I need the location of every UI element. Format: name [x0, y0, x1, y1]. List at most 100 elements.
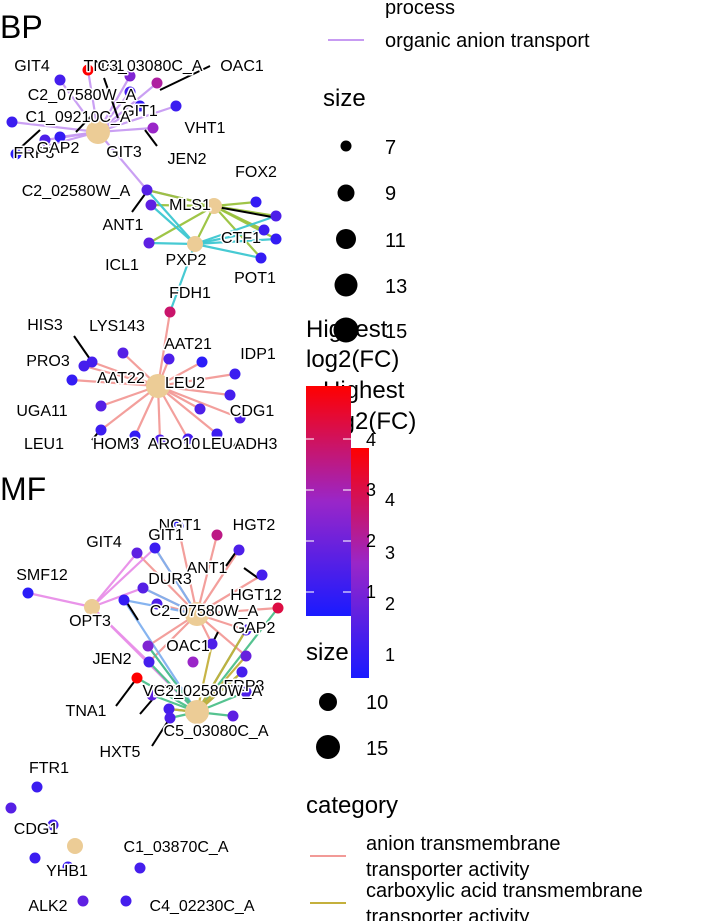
node-label: FRP3 [14, 145, 55, 162]
node-label: GIT1 [122, 103, 158, 120]
gene-node-leu1 [95, 424, 107, 436]
legend-fc-mf-tick-3: 3 [385, 543, 395, 563]
label-leader-line [103, 77, 119, 119]
node-label: CTF1 [221, 230, 261, 247]
gene-node-ctf1 [258, 224, 270, 236]
legend-fc-bp-tick-2: 2 [366, 531, 376, 551]
legend-size-dot-7 [340, 140, 352, 152]
edge-hubmf2-gap2 [196, 629, 247, 713]
edge-leu1-leu2 [100, 385, 159, 431]
edge-c2_02580w_a-pxp2 [146, 189, 196, 245]
legend-fc-bp-tick-1: 1 [366, 582, 376, 602]
node-label: OAC1 [220, 58, 264, 75]
node-label: LEU1 [24, 436, 64, 453]
legend-size-label-13: 13 [385, 276, 407, 298]
node-label: C2_07580W_A [150, 603, 259, 620]
legend-size-mf-dot-15 [316, 735, 340, 759]
legend-size-label-7: 7 [385, 137, 396, 159]
legend-size-title: size [323, 85, 366, 112]
edge-pxp2-fdh1 [168, 243, 197, 313]
node-label: JEN2 [167, 151, 206, 168]
legend-size-dot-11 [336, 229, 356, 249]
node-label: UGA11 [16, 403, 67, 420]
edge-vht1-hubbp1 [97, 104, 177, 134]
gene-node [187, 656, 199, 668]
gene-node-git1 [149, 542, 161, 554]
gene-node-pot1 [255, 252, 267, 264]
edge-opt3-dur3 [91, 586, 144, 609]
legend-fc-mf-tick-1: 1 [385, 645, 395, 665]
label-leader-line [216, 206, 273, 218]
legend-size-label-11: 11 [385, 230, 406, 252]
node-label: POT1 [234, 270, 276, 287]
legend-category-item-0-line2: transporter activity [366, 859, 529, 881]
legend-fc-mf-bar [351, 448, 369, 678]
edge-c2_02580w_a-hubbp1 [97, 131, 148, 191]
legend-size-label-15: 15 [385, 321, 407, 343]
gene-node [5, 802, 17, 814]
node-label: JEN2 [92, 651, 131, 668]
node-label: OAC1 [166, 638, 210, 655]
gene-node-tna1 [82, 64, 94, 76]
legend-size-mf-title: size [306, 639, 349, 666]
node-label: PXP2 [166, 252, 207, 269]
edge-hubmf2-n_mf_c [196, 655, 247, 713]
label-leader-line [17, 129, 41, 151]
gene-node [29, 852, 41, 864]
gene-node-ant1 [145, 199, 157, 211]
node-label: LYS143 [89, 318, 145, 335]
edge-hubmf2-hgt12 [196, 607, 279, 713]
legend-bp-category-item: organic anion transport [385, 30, 590, 52]
gene-node-git4 [131, 547, 143, 559]
edge-hgt2-hubmf1 [195, 534, 219, 615]
legend-size-label-9: 9 [385, 183, 396, 205]
label-leader-line [144, 129, 158, 147]
gene-node [206, 638, 218, 650]
gene-node [229, 368, 241, 380]
node-label: LEU4 [202, 436, 242, 453]
node-label: NGT1 [159, 517, 202, 534]
gene-node [270, 233, 282, 245]
gene-node-git4 [54, 74, 66, 86]
gene-node-frp3 [236, 666, 248, 678]
node-label: IDP1 [240, 346, 276, 363]
node-label: C2_07580W_A [28, 87, 137, 104]
panel-title-bp: BP [0, 9, 43, 45]
gene-node-c1_03870c_a [134, 862, 146, 874]
node-label: VHT1 [143, 683, 184, 700]
node-label: FOX2 [235, 164, 277, 181]
node-label: FRP3 [224, 678, 265, 695]
node-label: TNA1 [84, 58, 125, 75]
edge-c1_09210c_a-hubbp1 [11, 120, 99, 134]
gene-node-gap2 [240, 624, 252, 636]
gene-node-cdg1 [234, 412, 246, 424]
gene-node-vht1 [146, 689, 158, 701]
edge-c3_03080c_a-hubbp1 [97, 82, 158, 133]
node-label: YHB1 [46, 863, 88, 880]
gene-node-frp3 [10, 148, 22, 160]
edge-git4-opt3 [91, 552, 138, 608]
node-label: VHT1 [185, 120, 226, 137]
legend-category-item-0-line1: anion transmembrane [366, 833, 561, 855]
node-label: CDG1 [14, 821, 59, 838]
label-leader-line [115, 677, 138, 707]
gene-node-cdg1 [47, 819, 59, 831]
legend-fc-bp: Highest log2(FC) 4 3 2 1 [306, 316, 399, 616]
legend-size-dot-9 [337, 184, 355, 202]
label-leader-line [225, 551, 237, 567]
node-label: HOM3 [93, 436, 139, 453]
edge-icl1-mls1 [148, 205, 215, 244]
legend-fc-mf-tick-4: 4 [385, 490, 395, 510]
gene-node-c3_03080c_a [151, 77, 163, 89]
edge-ant1-pxp2 [150, 204, 196, 245]
node-label: LEU2 [165, 375, 205, 392]
edge-n_mf_a-hubmf1 [196, 574, 263, 615]
hub-node-opt3 [84, 599, 100, 615]
gene-node-hgt12 [272, 602, 284, 614]
legend-fc-bp-title-1: Highest [306, 316, 388, 343]
node-label: GAP2 [37, 140, 80, 157]
gene-node-jen2 [147, 122, 159, 134]
node-label: AAT22 [97, 370, 145, 387]
